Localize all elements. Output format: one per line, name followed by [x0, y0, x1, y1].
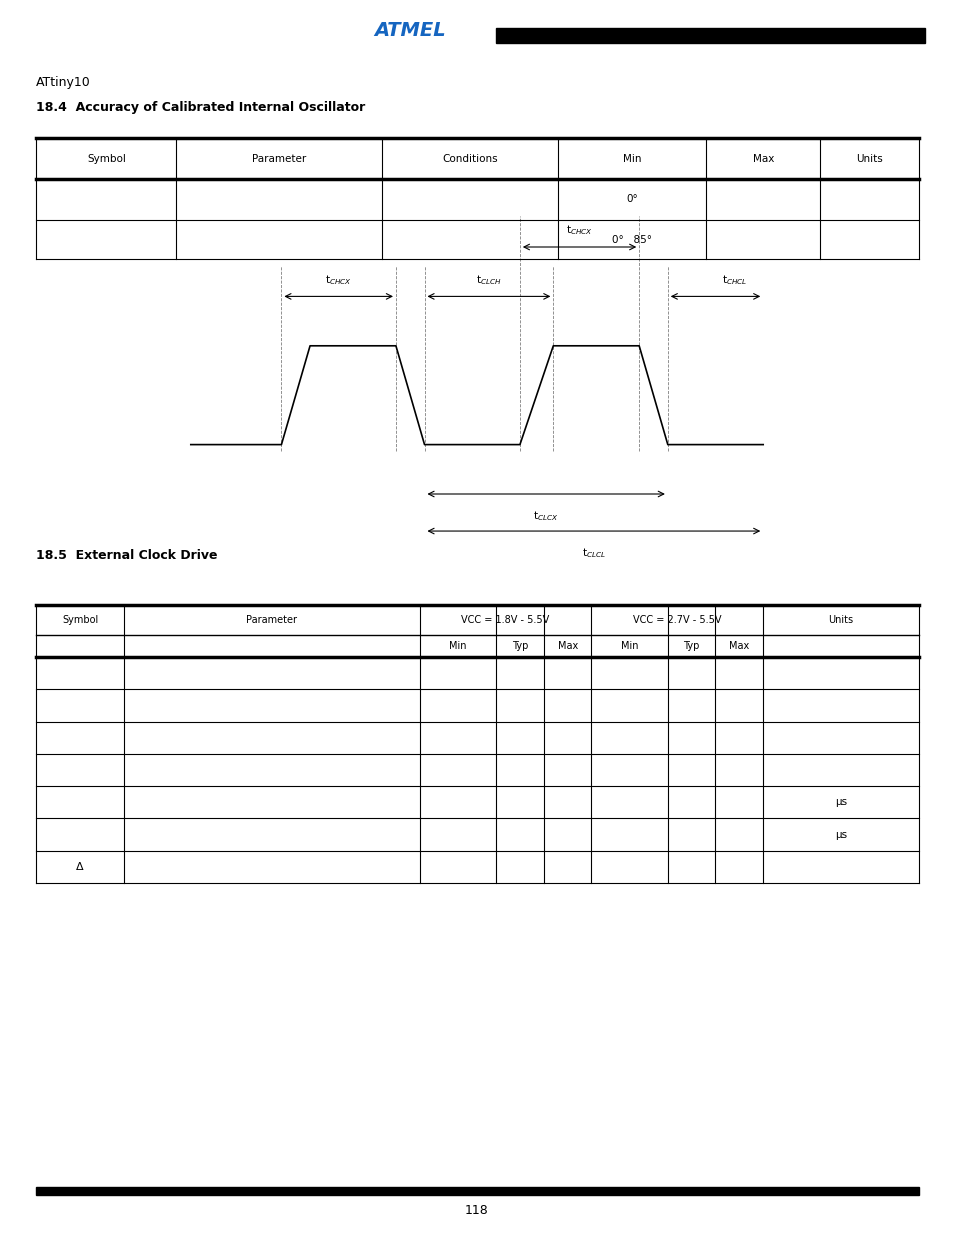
Text: ATMEL: ATMEL	[374, 21, 446, 41]
Text: Typ: Typ	[511, 641, 528, 651]
Text: Units: Units	[827, 615, 853, 625]
Text: VCC = 1.8V - 5.5V: VCC = 1.8V - 5.5V	[461, 615, 549, 625]
Text: 118: 118	[465, 1204, 488, 1216]
Text: Max: Max	[728, 641, 749, 651]
Text: ATtiny10: ATtiny10	[36, 75, 91, 89]
Text: t$_{CLCH}$: t$_{CLCH}$	[476, 273, 501, 287]
Text: Symbol: Symbol	[87, 153, 126, 164]
Bar	[36, 1187, 918, 1195]
Text: Δ: Δ	[76, 862, 84, 872]
Text: Min: Min	[449, 641, 466, 651]
Text: t$_{CHCL}$: t$_{CHCL}$	[721, 273, 746, 287]
Text: Min: Min	[622, 153, 640, 164]
Text: Conditions: Conditions	[441, 153, 497, 164]
Text: t$_{CLCL}$: t$_{CLCL}$	[581, 546, 605, 559]
Text: Units: Units	[855, 153, 882, 164]
Text: Min: Min	[620, 641, 638, 651]
Text: t$_{CHCX}$: t$_{CHCX}$	[325, 273, 352, 287]
Text: t$_{CHCX}$: t$_{CHCX}$	[565, 224, 593, 237]
Text: VCC = 2.7V - 5.5V: VCC = 2.7V - 5.5V	[633, 615, 720, 625]
Text: 18.4  Accuracy of Calibrated Internal Oscillator: 18.4 Accuracy of Calibrated Internal Osc…	[36, 100, 365, 114]
Text: 18.5  External Clock Drive: 18.5 External Clock Drive	[36, 548, 217, 562]
Text: 0°   85°: 0° 85°	[612, 235, 651, 245]
Text: Parameter: Parameter	[252, 153, 306, 164]
Text: Max: Max	[557, 641, 578, 651]
Text: Parameter: Parameter	[246, 615, 297, 625]
Text: Symbol: Symbol	[62, 615, 98, 625]
Bar	[496, 28, 924, 43]
Text: 0°: 0°	[625, 194, 638, 205]
Text: μs: μs	[834, 830, 846, 840]
Text: t$_{CLCX}$: t$_{CLCX}$	[533, 509, 558, 522]
Text: Typ: Typ	[682, 641, 700, 651]
Text: Max: Max	[752, 153, 773, 164]
Text: μs: μs	[834, 798, 846, 808]
